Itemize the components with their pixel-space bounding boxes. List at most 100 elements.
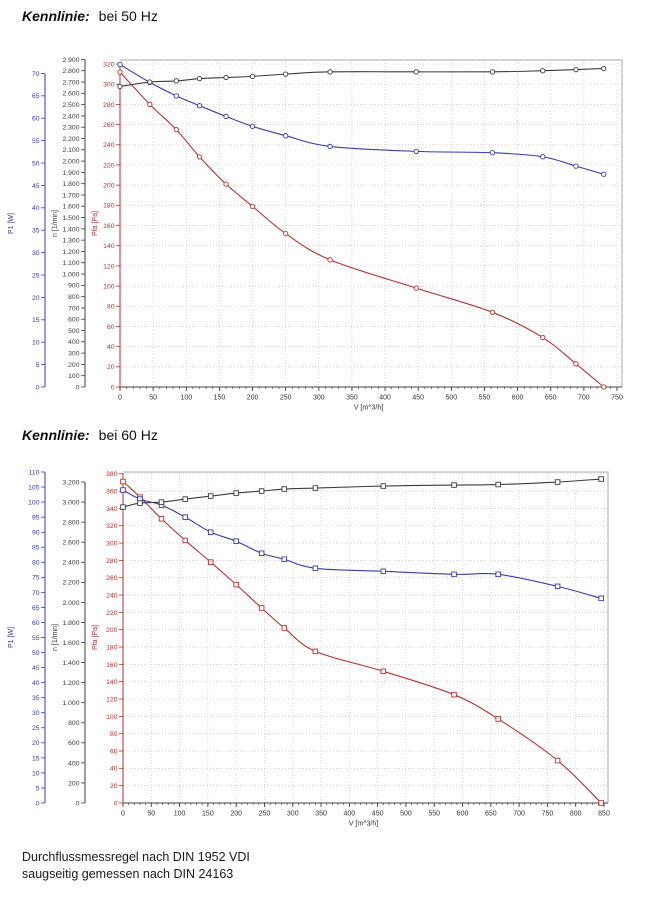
svg-text:60: 60	[32, 620, 40, 627]
data-point-marker	[540, 154, 546, 160]
svg-text:800: 800	[570, 811, 582, 818]
y-axis-p1: 0 5 10 15 20 25 30 35 40 45 50 55 60 65 70 P1 [W]	[8, 71, 46, 391]
svg-text:1.800: 1.800	[62, 181, 79, 188]
svg-text:400: 400	[344, 811, 356, 818]
series-pfa	[117, 69, 607, 390]
data-point-marker	[117, 61, 123, 68]
svg-text:600: 600	[512, 395, 524, 402]
data-point-marker	[413, 285, 419, 291]
svg-text:160: 160	[103, 223, 115, 230]
svg-text:600: 600	[68, 740, 80, 747]
svg-text:650: 650	[545, 395, 557, 402]
svg-text:700: 700	[578, 395, 590, 402]
svg-text:1.000: 1.000	[62, 271, 79, 278]
svg-text:200: 200	[106, 627, 118, 634]
svg-text:2.800: 2.800	[62, 520, 79, 527]
svg-text:110: 110	[29, 469, 40, 476]
svg-text:100: 100	[68, 373, 80, 380]
data-point-marker	[554, 479, 561, 485]
svg-text:65: 65	[32, 93, 40, 100]
data-point-marker	[223, 113, 229, 120]
y-axis-p1: 0 5 10 15 20 25 30 35 40 45 50 55 60 65 70 75 80 85 90 95 10…	[8, 469, 46, 807]
data-point-marker	[573, 163, 579, 169]
data-point-marker	[281, 625, 288, 631]
svg-text:2.900: 2.900	[62, 57, 79, 64]
svg-text:50: 50	[147, 811, 155, 818]
svg-text:15: 15	[32, 317, 40, 324]
data-point-marker	[258, 488, 265, 494]
svg-text:180: 180	[106, 644, 118, 651]
svg-text:140: 140	[103, 243, 115, 250]
svg-text:750: 750	[542, 811, 554, 818]
data-point-marker	[196, 75, 203, 82]
svg-text:200: 200	[230, 811, 242, 818]
data-point-marker	[598, 595, 604, 602]
svg-text:600: 600	[457, 811, 469, 818]
data-point-marker	[598, 476, 604, 482]
data-point-marker	[182, 537, 188, 544]
svg-text:850: 850	[598, 811, 610, 818]
data-point-marker	[327, 69, 333, 75]
data-point-marker	[196, 154, 203, 160]
svg-text:60: 60	[107, 324, 115, 331]
svg-text:30: 30	[32, 710, 40, 717]
data-point-marker	[207, 493, 214, 499]
svg-text:400: 400	[68, 760, 80, 767]
svg-text:750: 750	[611, 395, 623, 402]
svg-text:180: 180	[103, 203, 115, 210]
data-point-marker	[327, 257, 333, 263]
svg-text:2.300: 2.300	[62, 125, 79, 132]
data-point-marker	[540, 68, 546, 74]
svg-text:25: 25	[32, 725, 40, 732]
svg-text:10: 10	[32, 340, 40, 347]
chart-title-frequency: bei 50 Hz	[98, 8, 158, 24]
svg-text:900: 900	[68, 283, 80, 290]
y-axis-title-n: n [1/min]	[52, 210, 59, 237]
data-point-marker	[233, 538, 239, 544]
y-axis-pfa: 0 20 40 60 80 100 120 140 160 180 200 220 240 260 280 3…	[92, 61, 121, 391]
svg-text:20: 20	[32, 295, 40, 302]
data-point-marker	[601, 171, 607, 177]
svg-text:50: 50	[32, 650, 40, 657]
svg-text:55: 55	[32, 635, 40, 642]
x-axis: 0 50 100 150 200 250 300 350 400 450 500 550 600 650 7…	[121, 802, 610, 828]
svg-text:0: 0	[36, 800, 40, 807]
svg-text:340: 340	[106, 506, 118, 513]
svg-text:350: 350	[346, 395, 358, 402]
svg-text:2.000: 2.000	[62, 600, 79, 607]
svg-text:150: 150	[202, 811, 214, 818]
svg-text:250: 250	[280, 395, 292, 402]
svg-text:25: 25	[32, 272, 40, 279]
svg-text:800: 800	[68, 720, 80, 727]
svg-text:40: 40	[32, 205, 40, 212]
data-point-marker	[451, 691, 457, 698]
footer-notes: Durchflussmessregel nach DIN 1952 VDI sa…	[22, 849, 250, 882]
series-p1	[117, 61, 607, 177]
data-point-marker	[173, 93, 179, 99]
grid	[120, 60, 622, 387]
svg-text:260: 260	[106, 575, 118, 582]
svg-text:40: 40	[110, 766, 118, 773]
svg-text:2.800: 2.800	[62, 68, 79, 75]
footer-line-din1952: Durchflussmessregel nach DIN 1952 VDI	[22, 850, 250, 864]
svg-text:50: 50	[32, 160, 40, 167]
data-point-marker	[207, 559, 214, 565]
data-point-marker	[451, 482, 457, 488]
x-axis-title: V [m^3/h]	[349, 821, 378, 828]
svg-text:1.400: 1.400	[62, 660, 79, 667]
svg-text:85: 85	[32, 545, 40, 552]
data-point-marker	[158, 499, 165, 505]
svg-text:220: 220	[103, 162, 115, 169]
data-point-marker	[283, 71, 289, 77]
svg-text:2.200: 2.200	[62, 580, 79, 587]
svg-text:100: 100	[103, 283, 115, 290]
svg-text:2.200: 2.200	[62, 136, 79, 143]
data-point-marker	[495, 571, 501, 578]
svg-text:600: 600	[68, 317, 80, 324]
svg-text:30: 30	[32, 250, 40, 257]
svg-text:100: 100	[180, 395, 192, 402]
data-point-marker	[258, 605, 265, 611]
svg-text:0: 0	[118, 395, 122, 402]
data-point-marker	[573, 66, 579, 73]
